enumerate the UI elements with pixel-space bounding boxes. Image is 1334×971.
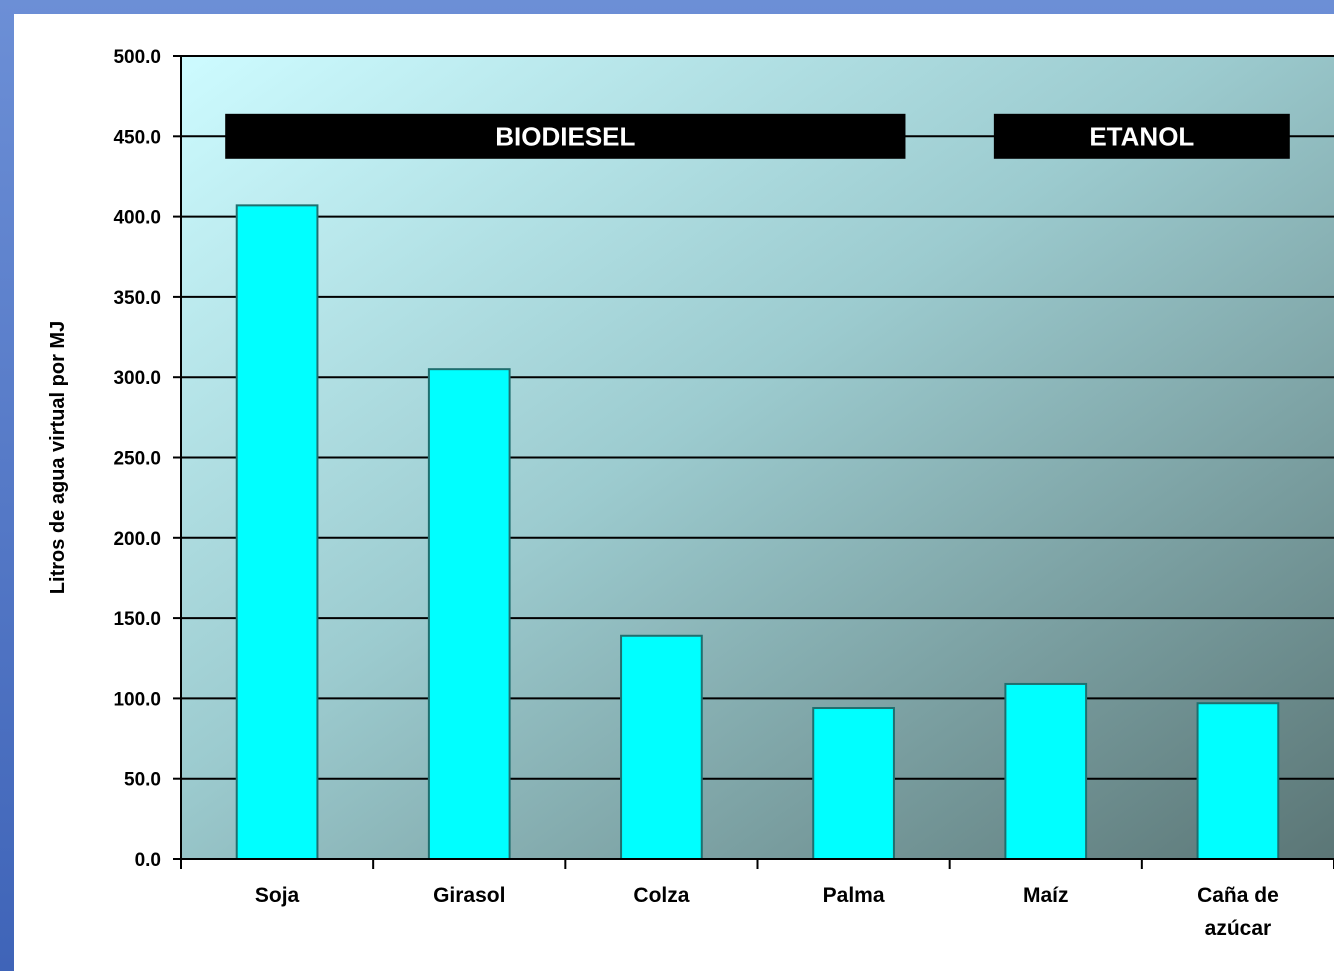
y-tick-label: 250.0	[113, 449, 161, 470]
axes	[173, 55, 1334, 869]
group-label: BIODIESEL	[495, 121, 635, 151]
x-tick-label: Soja	[255, 884, 300, 907]
y-tick-label: 500.0	[113, 47, 161, 68]
y-tick-label: 350.0	[113, 288, 161, 309]
group-band-0	[225, 113, 906, 159]
bar-chart: BIODIESEL ETANOL 0.0 50.0 100.0 150.0 200.0 25…	[47, 47, 1334, 940]
bars	[235, 204, 1280, 861]
x-tick-label: Palma	[823, 884, 885, 907]
y-axis-label: Litros de agua virtual por MJ	[47, 321, 69, 594]
x-tick-labels: Soja Girasol Colza Palma Maíz Caña de azúcar	[255, 884, 1279, 940]
group-bands: BIODIESEL ETANOL	[225, 113, 1290, 159]
x-tick-label: Caña de azúcar	[1197, 884, 1279, 940]
group-band-1	[993, 113, 1290, 159]
y-tick-label: 300.0	[113, 368, 161, 389]
x-tick-label: Colza	[633, 884, 689, 907]
y-tick-label: 0.0	[135, 850, 161, 871]
y-tick-label: 400.0	[113, 208, 161, 229]
bar-5	[1196, 702, 1280, 861]
y-tick-label: 150.0	[113, 609, 161, 630]
bar-3	[812, 707, 895, 861]
chart-panel: BIODIESEL ETANOL 0.0 50.0 100.0 150.0 200.0 25…	[14, 14, 1334, 971]
bar-4	[1004, 682, 1088, 860]
group-label: ETANOL	[1089, 121, 1194, 151]
y-tick-label: 100.0	[113, 689, 161, 710]
x-tick-label: Girasol	[433, 884, 505, 907]
bar-1	[427, 368, 511, 860]
y-tick-label: 200.0	[113, 529, 161, 550]
x-tick-label: Maíz	[1023, 884, 1069, 907]
bar-0	[235, 204, 319, 861]
bar-2	[620, 634, 703, 860]
y-tick-label: 450.0	[113, 127, 161, 148]
y-tick-labels: 0.0 50.0 100.0 150.0 200.0 250.0 300.0 350.0 400…	[113, 47, 161, 871]
y-tick-label: 50.0	[124, 770, 161, 791]
